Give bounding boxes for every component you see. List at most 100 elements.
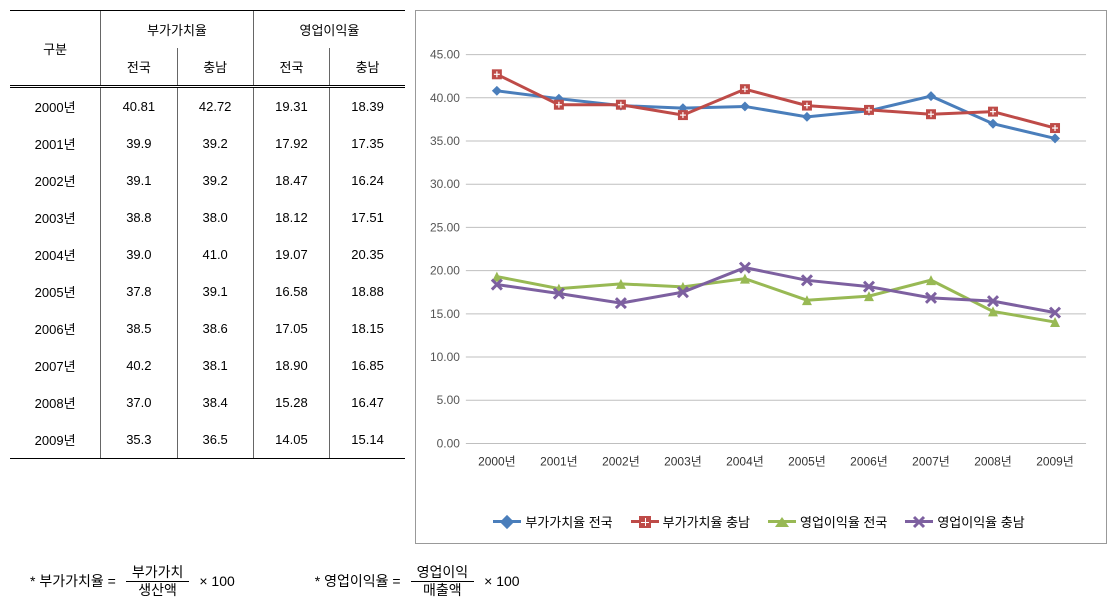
- table-row: 2007년40.238.118.9016.85: [10, 347, 405, 384]
- table-cell: 39.2: [177, 162, 253, 199]
- formula-profit: * 영업이익율 = 영업이익 매출액 × 100: [315, 564, 520, 599]
- table-cell: 16.58: [253, 273, 329, 310]
- legend-item: 부가가치율 전국: [493, 512, 612, 531]
- table-cell: 20.35: [330, 236, 405, 273]
- svg-text:45.00: 45.00: [430, 48, 460, 62]
- svg-text:5.00: 5.00: [437, 393, 461, 407]
- formulas: * 부가가치율 = 부가가치 생산액 × 100 * 영업이익율 = 영업이익 …: [10, 564, 1107, 599]
- svg-text:2001년: 2001년: [540, 454, 578, 468]
- table-cell: 2000년: [10, 87, 101, 126]
- table-cell: 2007년: [10, 347, 101, 384]
- table-row: 2009년35.336.514.0515.14: [10, 421, 405, 459]
- table-cell: 37.0: [101, 384, 177, 421]
- legend-item: 영업이익율 전국: [768, 512, 887, 531]
- th-region: 충남: [330, 48, 405, 87]
- table-cell: 38.1: [177, 347, 253, 384]
- table-cell: 17.92: [253, 125, 329, 162]
- table-cell: 2004년: [10, 236, 101, 273]
- table-cell: 17.51: [330, 199, 405, 236]
- legend-label: 부가가치율 전국: [525, 512, 612, 531]
- table-cell: 19.07: [253, 236, 329, 273]
- table-cell: 18.39: [330, 87, 405, 126]
- table-cell: 36.5: [177, 421, 253, 459]
- svg-text:35.00: 35.00: [430, 134, 460, 148]
- table-cell: 39.1: [177, 273, 253, 310]
- svg-text:40.00: 40.00: [430, 91, 460, 105]
- table-cell: 16.24: [330, 162, 405, 199]
- svg-text:2002년: 2002년: [602, 454, 640, 468]
- svg-text:2007년: 2007년: [912, 454, 950, 468]
- table-row: 2003년38.838.018.1217.51: [10, 199, 405, 236]
- table-cell: 2006년: [10, 310, 101, 347]
- table-cell: 15.28: [253, 384, 329, 421]
- table-row: 2000년40.8142.7219.3118.39: [10, 87, 405, 126]
- th-value-added: 부가가치율: [101, 11, 254, 49]
- th-profit: 영업이익율: [253, 11, 405, 49]
- table-cell: 37.8: [101, 273, 177, 310]
- formula-tail: × 100: [199, 573, 234, 589]
- th-national: 전국: [253, 48, 329, 87]
- table-row: 2004년39.041.019.0720.35: [10, 236, 405, 273]
- table-cell: 42.72: [177, 87, 253, 126]
- table-cell: 41.0: [177, 236, 253, 273]
- table-row: 2006년38.538.617.0518.15: [10, 310, 405, 347]
- svg-text:0.00: 0.00: [437, 436, 461, 450]
- table-cell: 18.88: [330, 273, 405, 310]
- table-cell: 2003년: [10, 199, 101, 236]
- svg-text:10.00: 10.00: [430, 350, 460, 364]
- formula-tail: × 100: [484, 573, 519, 589]
- formula-numerator: 영업이익: [411, 564, 475, 582]
- table-cell: 14.05: [253, 421, 329, 459]
- formula-label: * 부가가치율 =: [30, 571, 116, 591]
- table-cell: 18.15: [330, 310, 405, 347]
- formula-denominator: 매출액: [417, 582, 468, 599]
- table-cell: 39.2: [177, 125, 253, 162]
- table-cell: 2002년: [10, 162, 101, 199]
- table-cell: 18.47: [253, 162, 329, 199]
- svg-text:25.00: 25.00: [430, 220, 460, 234]
- svg-text:2005년: 2005년: [788, 454, 826, 468]
- svg-text:20.00: 20.00: [430, 264, 460, 278]
- line-chart: 0.005.0010.0015.0020.0025.0030.0035.0040…: [415, 10, 1107, 544]
- svg-text:2004년: 2004년: [726, 454, 764, 468]
- table-row: 2008년37.038.415.2816.47: [10, 384, 405, 421]
- table-cell: 38.8: [101, 199, 177, 236]
- table-cell: 19.31: [253, 87, 329, 126]
- formula-value-added: * 부가가치율 = 부가가치 생산액 × 100: [30, 564, 235, 599]
- table-cell: 2005년: [10, 273, 101, 310]
- data-table: 구분 부가가치율 영업이익율 전국 충남 전국 충남 2000년40.8142.…: [10, 10, 405, 544]
- svg-text:15.00: 15.00: [430, 307, 460, 321]
- table-cell: 39.0: [101, 236, 177, 273]
- table-cell: 2001년: [10, 125, 101, 162]
- legend-label: 영업이익율 전국: [800, 512, 887, 531]
- table-cell: 16.47: [330, 384, 405, 421]
- table-cell: 18.12: [253, 199, 329, 236]
- table-cell: 38.4: [177, 384, 253, 421]
- svg-text:2000년: 2000년: [478, 454, 516, 468]
- table-cell: 38.0: [177, 199, 253, 236]
- legend-label: 부가가치율 충남: [663, 512, 750, 531]
- th-national: 전국: [101, 48, 177, 87]
- table-row: 2002년39.139.218.4716.24: [10, 162, 405, 199]
- table-cell: 16.85: [330, 347, 405, 384]
- table-cell: 35.3: [101, 421, 177, 459]
- table-cell: 18.90: [253, 347, 329, 384]
- table-cell: 38.5: [101, 310, 177, 347]
- legend-item: 영업이익율 충남: [905, 512, 1024, 531]
- legend-item: 부가가치율 충남: [631, 512, 750, 531]
- table-cell: 2008년: [10, 384, 101, 421]
- th-region: 충남: [177, 48, 253, 87]
- table-cell: 15.14: [330, 421, 405, 459]
- svg-text:2006년: 2006년: [850, 454, 888, 468]
- formula-label: * 영업이익율 =: [315, 571, 401, 591]
- table-cell: 38.6: [177, 310, 253, 347]
- legend-label: 영업이익율 충남: [937, 512, 1024, 531]
- table-cell: 2009년: [10, 421, 101, 459]
- table-cell: 40.81: [101, 87, 177, 126]
- th-category: 구분: [10, 11, 101, 87]
- svg-text:2003년: 2003년: [664, 454, 702, 468]
- table-cell: 17.35: [330, 125, 405, 162]
- table-cell: 17.05: [253, 310, 329, 347]
- table-cell: 39.1: [101, 162, 177, 199]
- table-cell: 39.9: [101, 125, 177, 162]
